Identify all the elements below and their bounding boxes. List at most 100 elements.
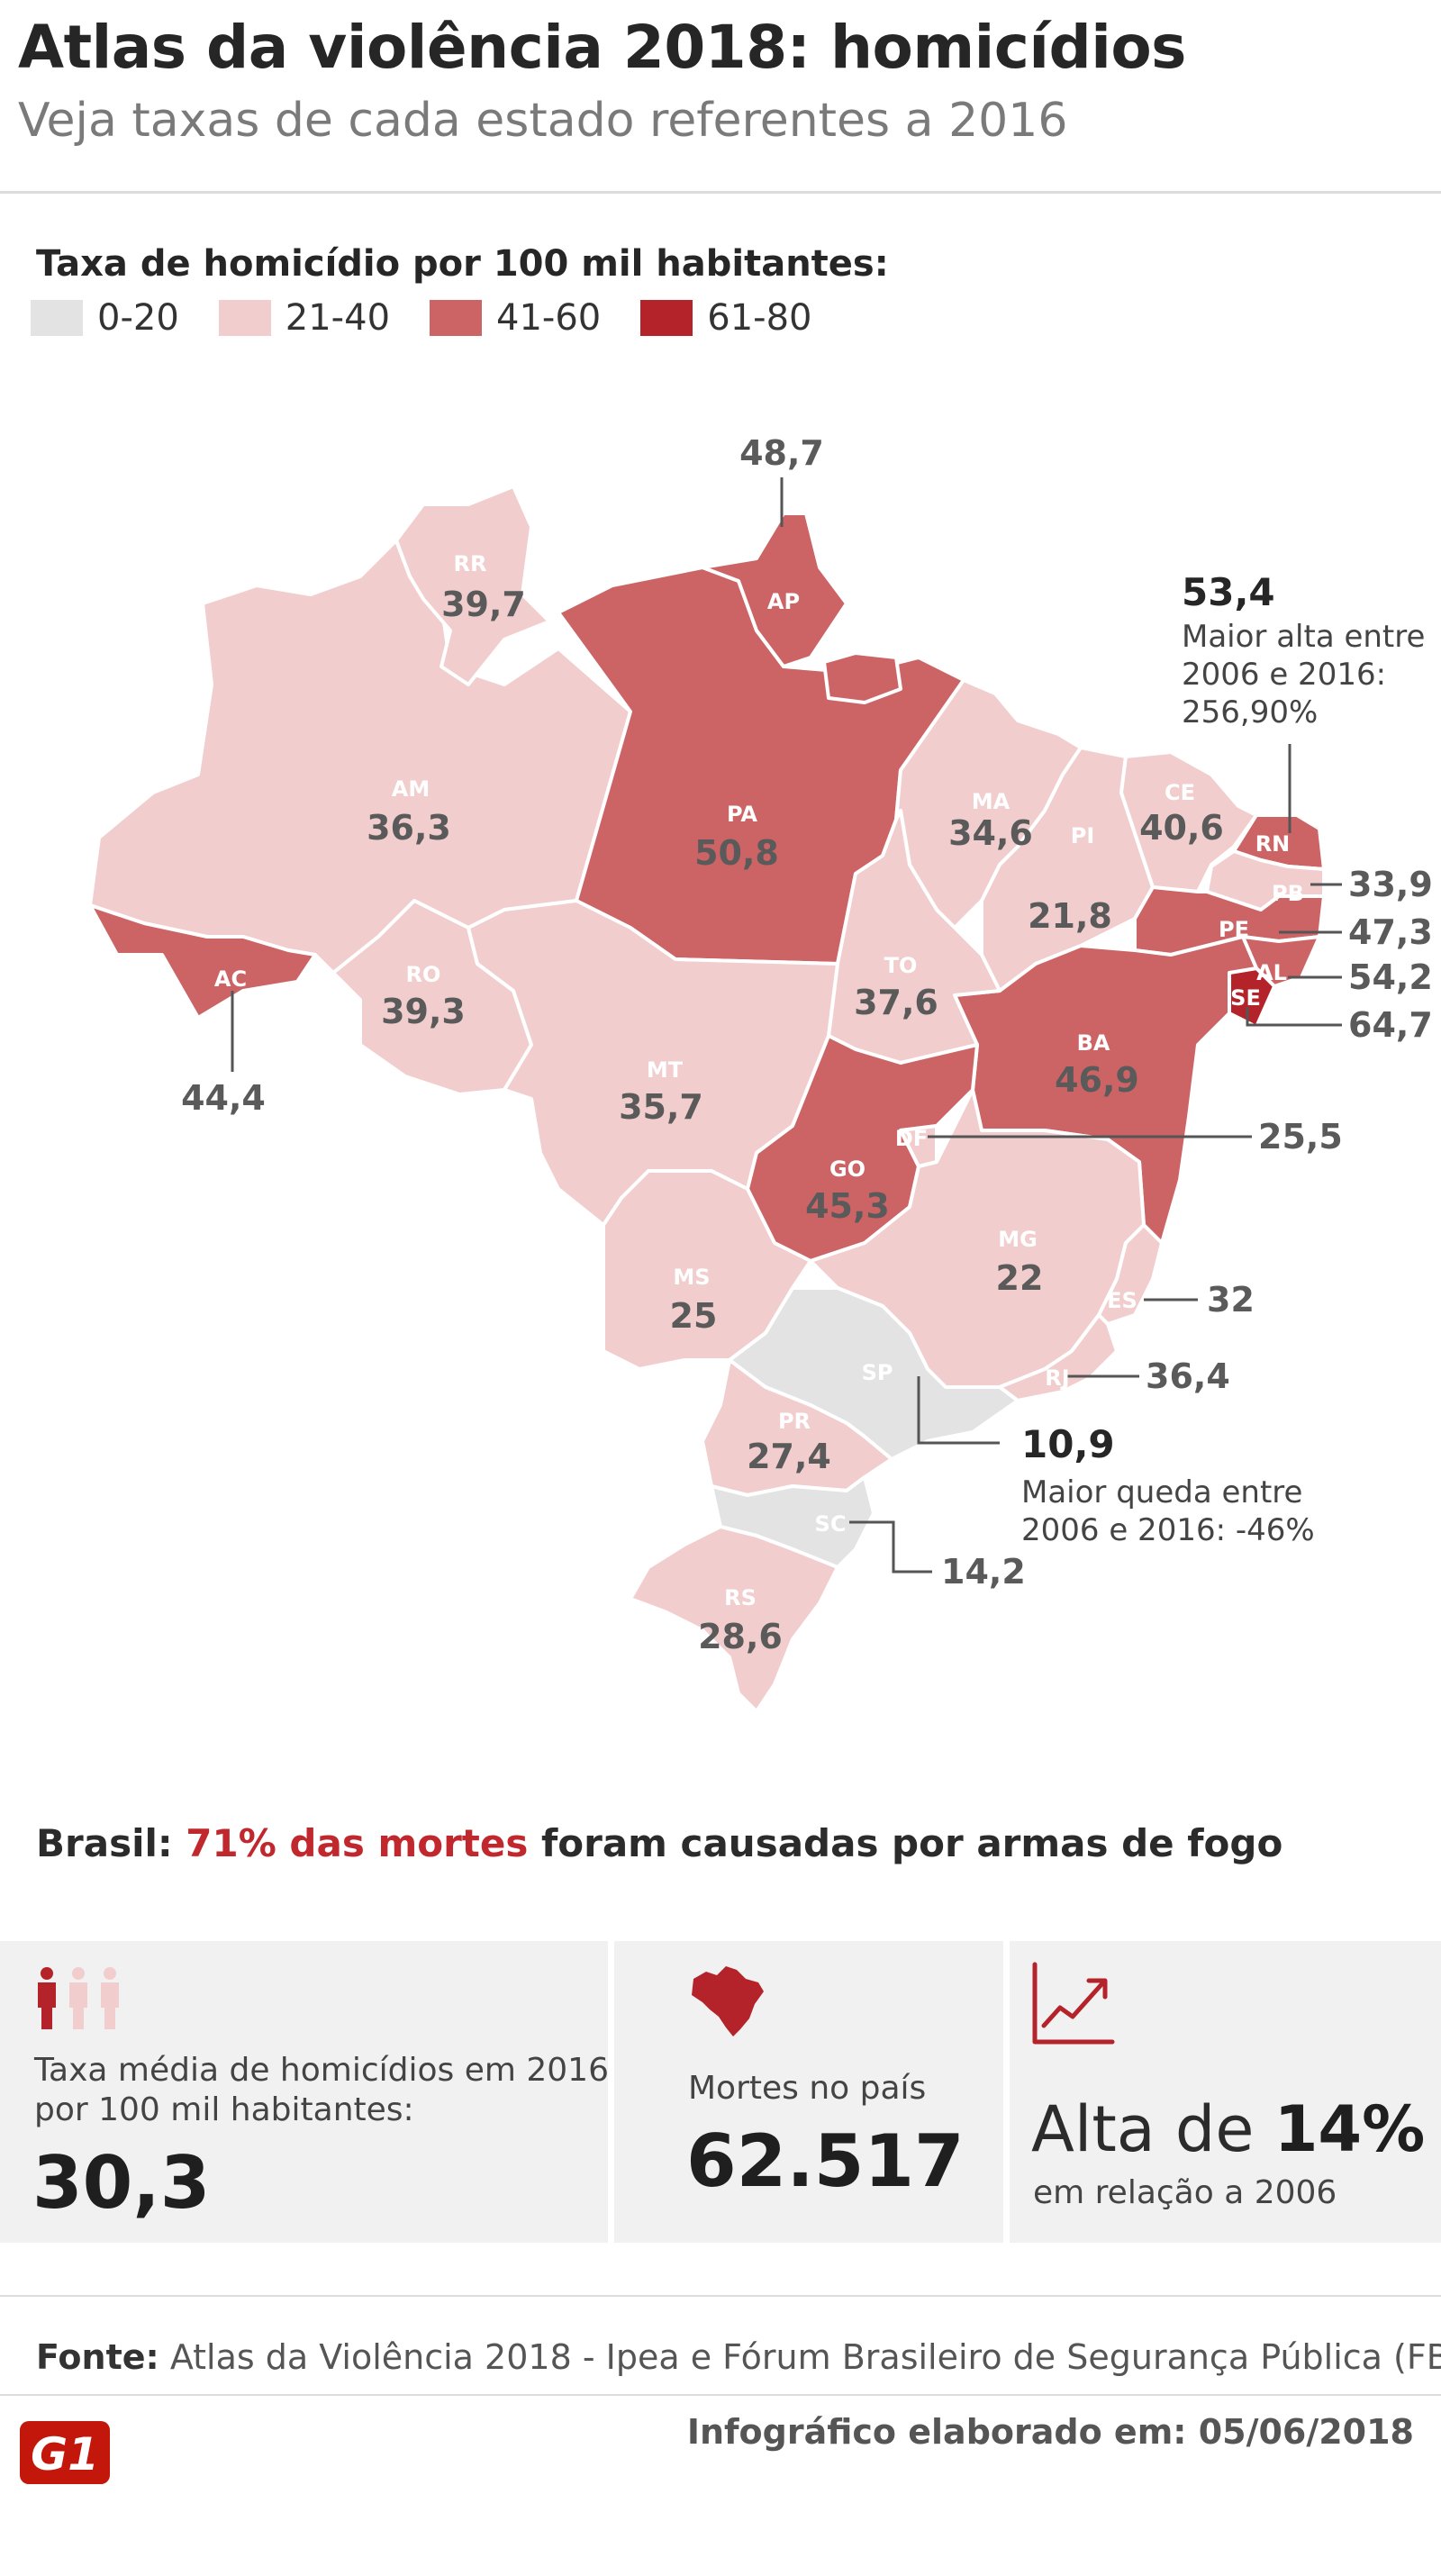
legend-item: 21-40 [218,297,391,339]
deaths-value: 62.517 [686,2119,965,2203]
tagline-highlight: 71% das mortes [186,1821,529,1865]
legend-swatch [640,300,693,336]
growth-value: 14% [1273,2092,1426,2166]
abbr-es: ES [1107,1288,1137,1313]
state-ce[interactable] [1119,750,1258,893]
value-ba: 46,9 [1055,1060,1139,1100]
source-label: Fonte: [36,2337,159,2377]
value-ce: 40,6 [1139,808,1224,848]
tagline-prefix: Brasil: [36,1821,173,1865]
legend-swatch [430,300,483,336]
legend-swatch [31,300,83,336]
state-ac[interactable] [88,903,317,1020]
abbr-to: TO [884,953,918,978]
rate-value: 30,3 [32,2141,211,2225]
value-pa: 50,8 [694,833,779,873]
firearms-tagline: Brasil: 71% das mortes foram causadas po… [36,1821,1282,1865]
state-abbreviations: RR AP AM PA MA CE RN PB PE AL SE PI AC R… [214,551,1304,1610]
trend-up-icon [1032,1962,1115,2045]
leader-lines [231,477,1342,1574]
abbr-ce: CE [1165,780,1195,805]
abbr-pi: PI [1071,823,1095,848]
abbr-rs: RS [724,1585,757,1610]
abbr-mg: MG [998,1227,1038,1252]
value-al: 54,2 [1348,957,1433,997]
annotation-high-line3: 256,90% [1182,694,1318,730]
people-icon [38,1967,119,2029]
value-ma: 34,6 [948,813,1033,853]
annotation-low: 10,9 Maior queda entre 2006 e 2016: -46% [1021,1422,1315,1548]
value-sc: 14,2 [941,1552,1026,1592]
tagline-suffix: foram causadas por armas de fogo [540,1821,1283,1865]
abbr-rn: RN [1255,831,1291,857]
growth-prefix: Alta de [1031,2092,1255,2166]
annotation-high-line1: Maior alta entre [1182,619,1425,655]
deaths-label: Mortes no país [688,2070,927,2107]
page-title: Atlas da violência 2018: homicídios [18,13,1186,82]
value-pe: 47,3 [1348,912,1433,952]
legend-label: 61-80 [707,297,812,339]
abbr-se: SE [1230,985,1261,1011]
value-ac: 44,4 [181,1078,266,1118]
legend-item: 61-80 [640,297,811,339]
value-rs: 28,6 [698,1617,783,1656]
brazil-map-icon [692,1966,764,2036]
abbr-pb: PB [1272,881,1304,906]
growth-headline: Alta de 14% [1031,2092,1425,2166]
value-pr: 27,4 [747,1437,831,1476]
legend-label: 0-20 [97,297,179,339]
abbr-al: AL [1256,960,1287,985]
value-pi: 21,8 [1028,896,1112,936]
growth-label: em relação a 2006 [1033,2174,1337,2211]
abbr-pe: PE [1219,917,1249,942]
state-rs[interactable] [629,1525,839,1713]
rate-label-line2: por 100 mil habitantes: [34,2091,414,2128]
stat-card-growth: Alta de 14% em relação a 2006 [1010,1941,1441,2243]
value-pb: 33,9 [1348,865,1433,904]
annotation-high-value: 53,4 [1182,570,1275,614]
state-pa-island [822,651,902,704]
legend-swatch [218,300,271,336]
abbr-ms: MS [673,1265,710,1290]
state-rr[interactable] [394,485,551,686]
stats-panel: Taxa média de homicídios em 2016 por 100… [0,1941,1441,2247]
annotation-low-value: 10,9 [1021,1422,1115,1466]
legend-item: 0-20 [31,297,179,339]
legend-label: 21-40 [285,297,391,339]
g1-logo: G1 [20,2421,110,2484]
abbr-ap: AP [767,589,800,614]
state-rj[interactable] [998,1313,1119,1402]
abbr-ba: BA [1077,1030,1110,1056]
abbr-pr: PR [778,1409,811,1434]
abbr-go: GO [829,1156,866,1182]
brazil-map: RR AP AM PA MA CE RN PB PE AL SE PI AC R… [88,433,1433,1713]
abbr-df: DF [895,1126,928,1151]
leader-sp [917,1376,1000,1445]
abbr-sc: SC [815,1511,847,1537]
value-mt: 35,7 [619,1087,703,1127]
value-df: 25,5 [1258,1117,1343,1156]
value-se: 64,7 [1348,1005,1433,1045]
divider [0,2394,1441,2396]
abbr-ro: RO [406,962,441,987]
state-ap[interactable] [701,512,848,668]
value-am: 36,3 [367,808,451,848]
stat-card-rate: Taxa média de homicídios em 2016 por 100… [0,1941,609,2243]
annotation-low-line2: 2006 e 2016: -46% [1021,1512,1315,1548]
leader-sc [849,1520,932,1574]
annotation-low-line1: Maior queda entre [1021,1474,1302,1510]
source-line: Fonte: Atlas da Violência 2018 - Ipea e … [36,2337,1441,2377]
value-es: 32 [1207,1280,1255,1320]
value-rr: 39,7 [441,585,526,624]
legend: 0-20 21-40 41-60 61-80 [31,297,851,339]
abbr-rj: RJ [1045,1365,1069,1391]
value-mg: 22 [996,1258,1044,1298]
rate-label-line1: Taxa média de homicídios em 2016 [34,2052,609,2089]
value-ap: 48,7 [739,433,824,473]
state-values: 39,7 36,3 50,8 34,6 40,6 21,8 39,3 37,6 … [367,585,1224,1656]
value-to: 37,6 [854,983,938,1022]
leader-se [1246,1007,1342,1027]
state-values-outside: 48,7 44,4 33,9 47,3 54,2 64,7 25,5 32 36… [181,433,1433,1592]
value-ro: 39,3 [381,992,466,1031]
made-date: Infográfico elaborado em: 05/06/2018 [686,2412,1414,2452]
